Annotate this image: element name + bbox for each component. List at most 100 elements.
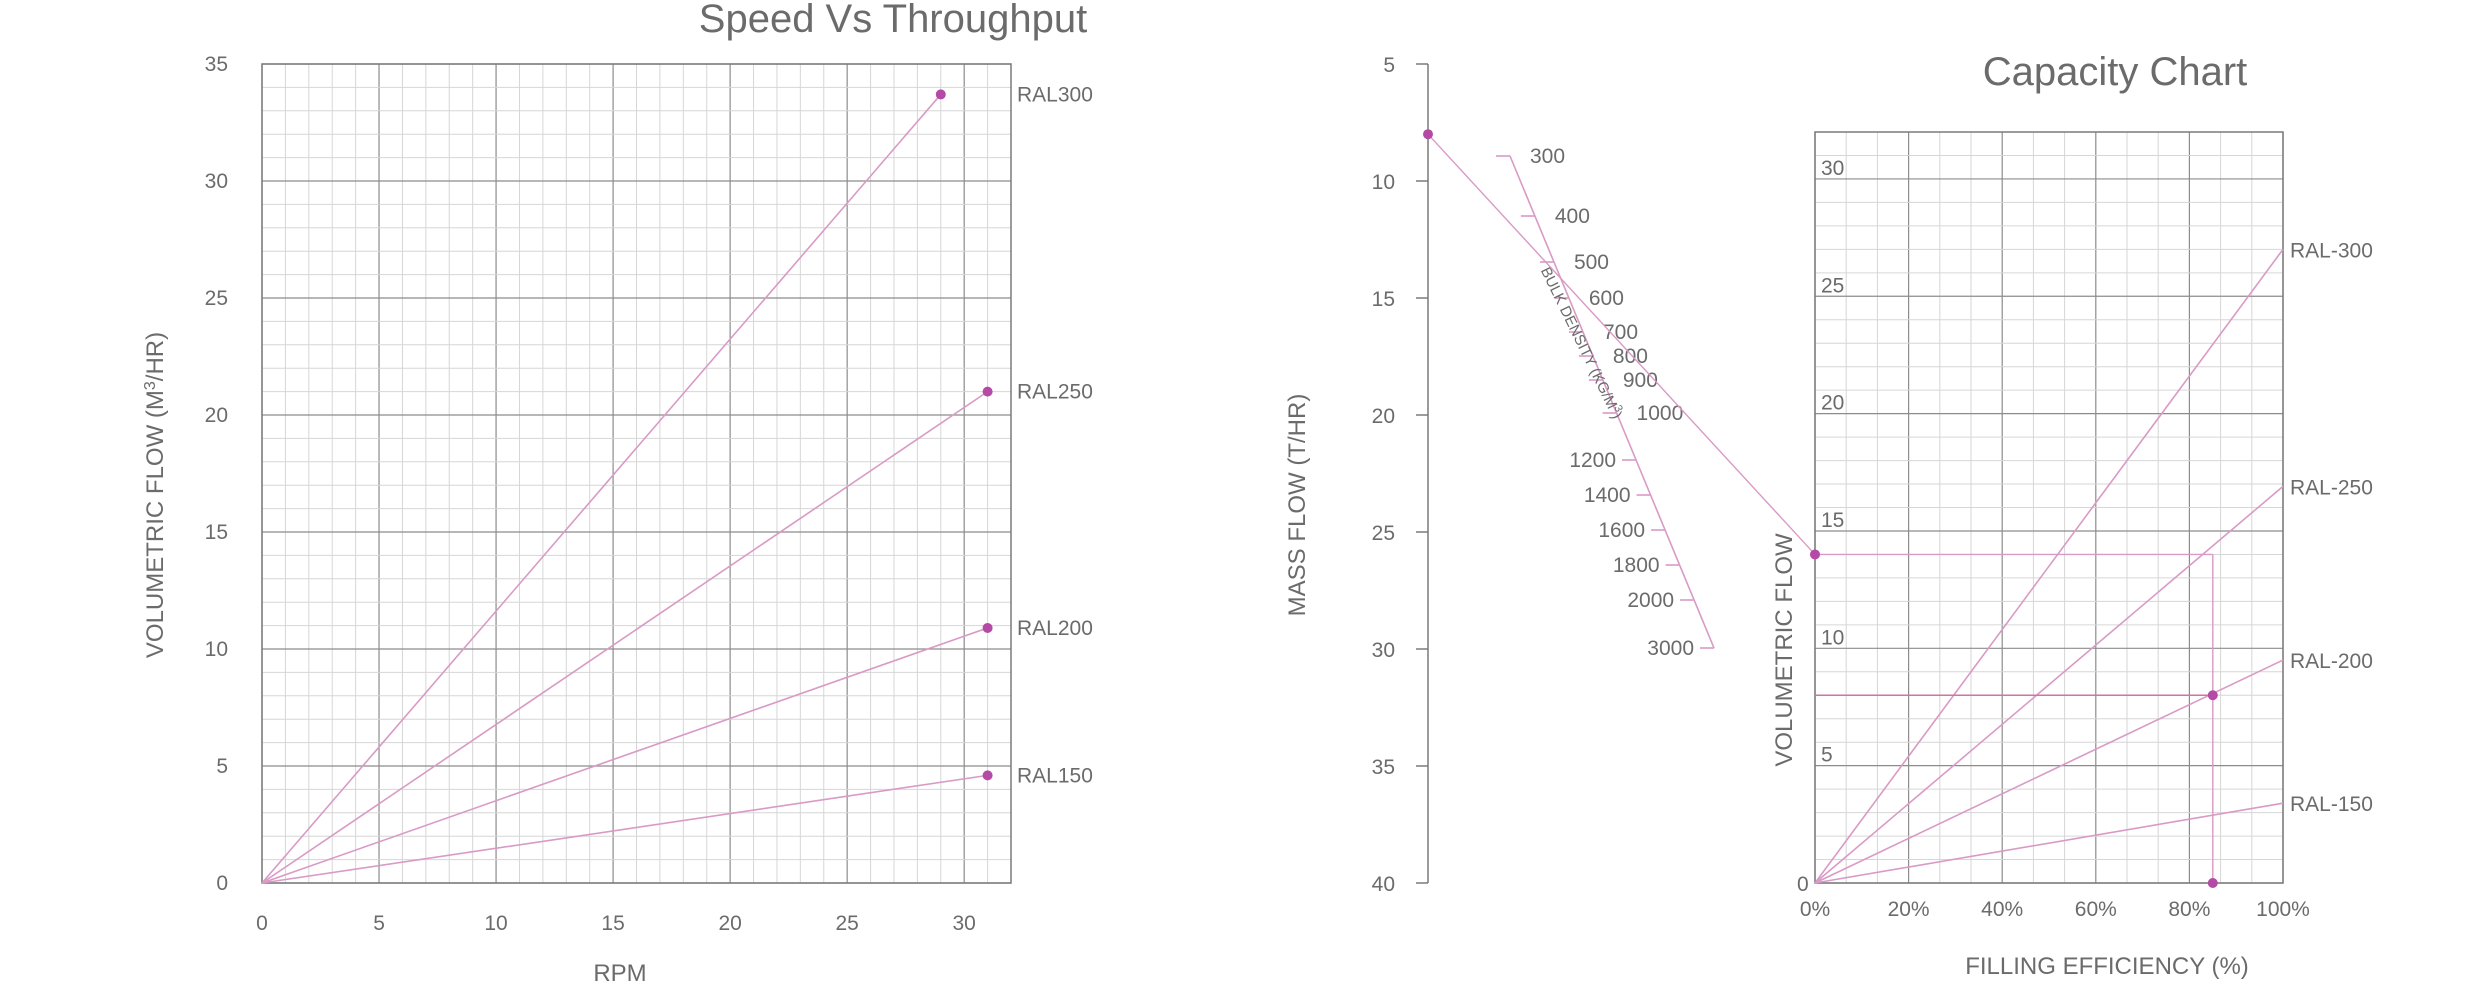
y-tick-label: 20 [205, 404, 228, 427]
series-line [261, 627, 988, 884]
density-tick-label: 500 [1574, 251, 1609, 274]
series-label: RAL150 [1017, 764, 1093, 787]
x-tick-label: 80% [2168, 898, 2210, 921]
y-axis-label: VOLUMETRIC FLOW (M3/HR) [142, 332, 170, 658]
series-lines: RAL-300 RAL-250 RAL-200 RAL-150 [1814, 239, 2373, 884]
x-tick-label: 20% [1888, 898, 1930, 921]
density-tick-label: 300 [1530, 145, 1565, 168]
density-tick-label: 3000 [1647, 637, 1694, 660]
series-line [1814, 802, 2284, 884]
density-tick-label: 2000 [1627, 589, 1674, 612]
density-tick-label: 1200 [1569, 449, 1616, 472]
mass-flow-tick-label: 15 [1372, 288, 1395, 311]
speed-vs-throughput-chart: Speed Vs Throughput 0 5 10 15 20 25 30 0 5 10 15 20… [142, 0, 1093, 982]
series-label: RAL200 [1017, 617, 1093, 640]
series-label: RAL-200 [2290, 650, 2373, 673]
series-line [261, 774, 988, 884]
bulk-density-nomogram: 5 10 15 20 25 30 35 40 MASS FLOW (T/HR) 300 400 5… [1284, 54, 1816, 896]
mass-flow-axis-label: MASS FLOW (T/HR) [1284, 394, 1311, 617]
y-tick-label: 35 [205, 53, 228, 76]
tick-labels: 0 5 10 15 20 25 30 0 5 10 15 20 25 30 35 [205, 53, 976, 935]
mass-flow-tick-label: 35 [1372, 756, 1395, 779]
x-tick-label: 40% [1981, 898, 2023, 921]
series-end-point [982, 770, 993, 781]
y-tick-label: 10 [1821, 626, 1844, 649]
x-tick-label: 5 [373, 912, 385, 935]
y-tick-label: 0 [216, 872, 228, 895]
tick-labels: 0% 20% 40% 60% 80% 100% 0 5 10 15 20 25 30 [1797, 157, 2310, 921]
y-axis-label-group: VOLUMETRIC FLOW [1771, 533, 1798, 767]
x-tick-label: 15 [601, 912, 624, 935]
mass-flow-label-group: MASS FLOW (T/HR) [1284, 394, 1311, 617]
y-tick-label: 20 [1821, 392, 1844, 415]
series-end-point [935, 89, 946, 100]
x-tick-label: 100% [2256, 898, 2310, 921]
y-axis-label: VOLUMETRIC FLOW [1771, 533, 1798, 767]
chart-title: Speed Vs Throughput [699, 0, 1087, 41]
series-end-point [982, 386, 993, 397]
x-tick-label: 0 [256, 912, 268, 935]
y-tick-label: 15 [1821, 509, 1844, 532]
y-tick-label: 25 [1821, 274, 1844, 297]
mass-flow-tick-label: 10 [1372, 171, 1395, 194]
mass-flow-tick-label: 30 [1372, 639, 1395, 662]
density-tick-label: 800 [1613, 345, 1648, 368]
x-tick-label: 60% [2075, 898, 2117, 921]
example-mass-flow-point [1423, 129, 1433, 140]
example-guide-lines [1810, 549, 2218, 888]
capacity-chart: Capacity Chart 0% 20% 40% 60% 80% 100% 0 5 10 15 2… [1771, 50, 2373, 980]
x-axis-label: FILLING EFFICIENCY (%) [1965, 953, 2249, 980]
x-tick-label: 10 [484, 912, 507, 935]
x-axis-label: RPM [593, 960, 646, 982]
density-tick-label: 400 [1555, 205, 1590, 228]
y-tick-label: 5 [1821, 744, 1833, 767]
density-tick-label: 700 [1603, 321, 1638, 344]
chart-title: Capacity Chart [1983, 50, 2248, 94]
series-label: RAL-250 [2290, 476, 2373, 499]
series-line [1814, 485, 2284, 884]
y-tick-label: 15 [205, 521, 228, 544]
grid [1814, 131, 2284, 884]
mass-flow-tick-label: 40 [1372, 873, 1395, 896]
y-tick-label: 0 [1797, 873, 1809, 896]
series-line [1814, 248, 2284, 884]
x-tick-label: 20 [718, 912, 741, 935]
series-lines: RAL300 RAL250 RAL200 RAL150 [261, 83, 1093, 884]
y-tick-label: 10 [205, 638, 228, 661]
density-scale-line [1509, 155, 1715, 649]
series-label: RAL-150 [2290, 793, 2373, 816]
example-marker-point [2207, 690, 2218, 701]
series-line [261, 93, 942, 884]
mass-flow-tick-label: 5 [1383, 54, 1395, 77]
example-marker-point [2207, 878, 2218, 888]
plot-frame [261, 63, 1012, 884]
grid [261, 63, 1012, 884]
example-marker-point [1810, 549, 1820, 560]
x-tick-label: 0% [1800, 898, 1830, 921]
mass-flow-axis: 5 10 15 20 25 30 35 40 [1372, 54, 1429, 896]
series-line [261, 390, 989, 884]
y-axis-label-group: VOLUMETRIC FLOW (M3/HR) [142, 332, 170, 658]
mass-flow-tick-label: 20 [1372, 405, 1395, 428]
series-label: RAL250 [1017, 381, 1093, 404]
plot-frame [1814, 131, 2284, 884]
y-tick-label: 25 [205, 287, 228, 310]
mass-flow-tick-label: 25 [1372, 522, 1395, 545]
example-guide-lines [1423, 129, 1816, 555]
density-tick-label: 900 [1623, 369, 1658, 392]
y-tick-label: 5 [216, 755, 228, 778]
density-tick-label: 1000 [1637, 402, 1684, 425]
x-tick-label: 30 [953, 912, 976, 935]
y-tick-label: 30 [1821, 157, 1844, 180]
series-label: RAL300 [1017, 83, 1093, 106]
x-tick-label: 25 [835, 912, 858, 935]
example-guide-line [1427, 133, 1816, 555]
density-tick-label: 1800 [1613, 554, 1660, 577]
series-line [1814, 659, 2284, 884]
series-end-point [982, 622, 993, 633]
y-tick-label: 30 [205, 170, 228, 193]
density-tick-label: 1600 [1598, 519, 1645, 542]
density-tick-label: 1400 [1584, 484, 1631, 507]
